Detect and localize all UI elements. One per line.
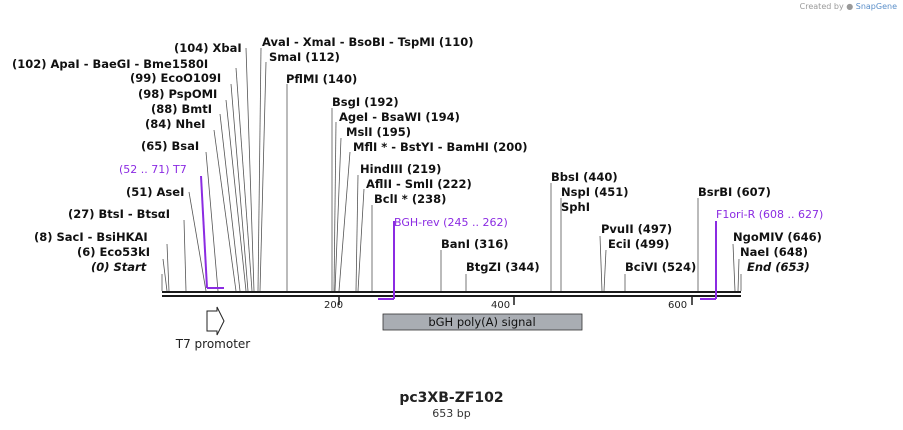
- created-by-label: Created by: [799, 2, 844, 11]
- site-line-bsai: [205, 151, 219, 292]
- site-label-msli[interactable]: MslI (195): [346, 125, 411, 139]
- map-title: pc3XB-ZF102: [399, 390, 504, 406]
- snapgene-logo-icon: ●: [846, 2, 854, 11]
- site-label-pvuii[interactable]: PvuII (497): [601, 222, 672, 236]
- site-label-smai[interactable]: SmaI (112): [269, 50, 340, 64]
- feature-bgh-polya[interactable]: bGH poly(A) signal: [382, 313, 583, 331]
- site-line-asei: [188, 191, 207, 292]
- site-label-xbai[interactable]: (104) XbaI: [174, 41, 242, 55]
- site-label-start[interactable]: (0) Start: [91, 260, 147, 274]
- primer-label-t7[interactable]: (52 .. 71) T7: [119, 163, 187, 176]
- primer-labels: (52 .. 71) T7 BGH-rev (245 .. 262) F1ori…: [119, 163, 823, 229]
- site-label-bcivi[interactable]: BciVI (524): [625, 260, 696, 274]
- site-label-apai[interactable]: (102) ApaI - BaeGI - Bme1580I: [12, 57, 208, 71]
- site-label-sphi[interactable]: SphI: [561, 200, 590, 214]
- site-label-bmti[interactable]: (88) BmtI: [151, 102, 212, 116]
- site-label-bsgi[interactable]: BsgI (192): [332, 95, 399, 109]
- site-label-bsai[interactable]: (65) BsaI: [141, 139, 199, 153]
- site-line-msli: [334, 137, 342, 292]
- feature-t7-promoter[interactable]: T7 promoter: [175, 306, 251, 351]
- site-label-bani[interactable]: BanI (316): [441, 237, 509, 251]
- site-label-eco53ki[interactable]: (6) Eco53kI: [77, 245, 150, 259]
- site-label-btgzi[interactable]: BtgZI (344): [466, 260, 540, 274]
- primers: [200, 175, 717, 300]
- site-line-pvuii: [599, 235, 603, 292]
- site-label-mfli[interactable]: MflI * - BstYI - BamHI (200): [353, 140, 527, 154]
- site-label-bsrbi[interactable]: BsrBI (607): [698, 185, 771, 199]
- site-label-hindiii[interactable]: HindIII (219): [360, 162, 441, 176]
- site-label-bbsi[interactable]: BbsI (440): [551, 170, 618, 184]
- site-line-mfli: [338, 151, 351, 292]
- site-label-saci[interactable]: (8) SacI - BsiHKAI: [34, 230, 148, 244]
- site-line-naei: [737, 258, 740, 292]
- site-label-nhei[interactable]: (84) NheI: [145, 117, 205, 131]
- site-label-bcli[interactable]: BclI * (238): [374, 192, 446, 206]
- site-line-ecoo109i: [230, 83, 249, 292]
- site-labels: (104) XbaI AvaI - XmaI - BsoBI - TspMI (…: [12, 35, 822, 274]
- site-line-saci: [166, 243, 170, 292]
- site-leader-lines: [161, 47, 742, 292]
- feature-label-t7-promoter: T7 promoter: [175, 337, 251, 351]
- feature-label-bgh-polya: bGH poly(A) signal: [428, 315, 535, 329]
- site-label-ecii[interactable]: EciI (499): [608, 237, 669, 251]
- map-length: 653 bp: [432, 407, 471, 420]
- t7-promoter-arrow-icon: [206, 306, 225, 336]
- site-line-xbai: [245, 47, 255, 292]
- primer-t7[interactable]: [200, 175, 224, 289]
- site-line-nhei: [213, 129, 237, 292]
- site-line-bmti: [219, 113, 241, 292]
- site-label-pflmi[interactable]: PflMI (140): [286, 72, 357, 86]
- site-label-btsi[interactable]: (27) BtsI - BtsαI: [68, 207, 170, 221]
- axis-ticks: 200 400 600: [324, 297, 693, 311]
- site-line-pspomi: [225, 99, 247, 292]
- dna-backbone: [162, 291, 741, 297]
- primer-label-f1ori-r[interactable]: F1ori-R (608 .. 627): [716, 208, 823, 221]
- tick-label-400: 400: [491, 300, 510, 311]
- primer-f1ori-r[interactable]: [700, 221, 717, 300]
- site-label-end[interactable]: End (653): [747, 260, 810, 274]
- site-line-hindiii: [355, 174, 359, 292]
- site-label-ngomiv[interactable]: NgoMIV (646): [733, 230, 822, 244]
- site-line-smai: [259, 61, 267, 292]
- created-by-credit: Created by ● SnapGene: [800, 2, 897, 11]
- site-line-agei: [333, 121, 337, 292]
- site-line-eco53ki: [162, 258, 168, 292]
- site-label-naei[interactable]: NaeI (648): [740, 245, 808, 259]
- site-line-aflii: [357, 188, 365, 292]
- site-label-asei[interactable]: (51) AseI: [126, 185, 184, 199]
- site-label-aflii[interactable]: AflII - SmlI (222): [366, 177, 472, 191]
- tick-label-600: 600: [668, 300, 687, 311]
- site-label-nspi[interactable]: NspI (451): [561, 185, 629, 199]
- site-line-ecii: [603, 249, 607, 292]
- site-label-agei[interactable]: AgeI - BsaWI (194): [339, 110, 460, 124]
- tick-label-200: 200: [324, 300, 343, 311]
- site-label-ecoo109i[interactable]: (99) EcoO109I: [130, 71, 221, 85]
- site-line-avai: [257, 47, 262, 292]
- site-label-pspomi[interactable]: (98) PspOMI: [138, 87, 217, 101]
- site-line-ngomiv: [732, 243, 736, 292]
- site-line-apai: [235, 67, 253, 292]
- site-label-avai[interactable]: AvaI - XmaI - BsoBI - TspMI (110): [262, 35, 473, 49]
- primer-label-bgh-rev[interactable]: BGH-rev (245 .. 262): [394, 216, 508, 229]
- site-line-btsi: [183, 219, 187, 292]
- snapgene-brand: SnapGene: [855, 2, 897, 11]
- primer-bgh-rev[interactable]: [378, 221, 395, 300]
